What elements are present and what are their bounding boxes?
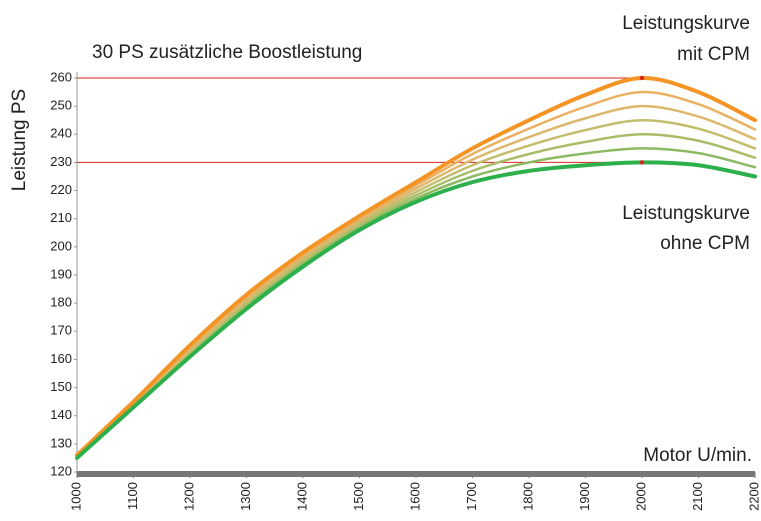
annotation: Leistungskurve — [622, 13, 750, 34]
marker — [639, 160, 645, 165]
annotation: 30 PS zusätzliche Boostleistung — [92, 42, 362, 63]
y-axis-label: Leistung PS — [9, 89, 30, 191]
x-tick-label: 1600 — [407, 482, 422, 511]
line — [75, 104, 757, 458]
line — [75, 90, 757, 457]
y-tick-label: 250 — [50, 98, 72, 113]
x-tick-label: 1700 — [464, 482, 479, 511]
line — [75, 133, 757, 459]
y-tick-label: 190 — [50, 266, 72, 281]
x-tick-label: 1100 — [125, 482, 140, 510]
y-tick-label: 150 — [50, 379, 72, 394]
line — [75, 118, 757, 458]
x-tick-label: 1300 — [238, 482, 253, 511]
y-tick-label: 170 — [50, 323, 72, 338]
y-tick-label: 240 — [50, 126, 72, 141]
annotation: mit CPM — [677, 44, 750, 65]
y-tick-label: 200 — [50, 238, 72, 253]
annotation: ohne CPM — [660, 233, 750, 254]
x-tick-label: 1900 — [577, 482, 592, 511]
marker — [639, 75, 645, 81]
y-tick-label: 230 — [50, 154, 72, 169]
x-tick-label: 2100 — [690, 482, 705, 511]
x-tick-label: 1200 — [181, 482, 196, 511]
x-tick-label: 1000 — [68, 482, 83, 511]
y-tick-label: 140 — [50, 407, 72, 422]
x-tick-label: 1800 — [520, 482, 535, 511]
y-tick-label: 260 — [50, 69, 72, 84]
y-tick-label: 180 — [50, 295, 72, 310]
y-tick-label: 120 — [50, 463, 72, 478]
annotation: Leistungskurve — [622, 203, 750, 224]
y-tick-label: 160 — [50, 351, 72, 366]
y-tick-label: 130 — [50, 435, 72, 450]
y-tick-label: 210 — [50, 210, 72, 225]
x-tick-label: 1400 — [294, 482, 309, 511]
x-tick-label: 2000 — [633, 482, 648, 511]
x-tick-label: 2200 — [746, 482, 761, 511]
x-axis-label: Motor U/min. — [643, 445, 752, 466]
y-tick-label: 220 — [50, 182, 72, 197]
x-tick-label: 1500 — [351, 482, 366, 511]
